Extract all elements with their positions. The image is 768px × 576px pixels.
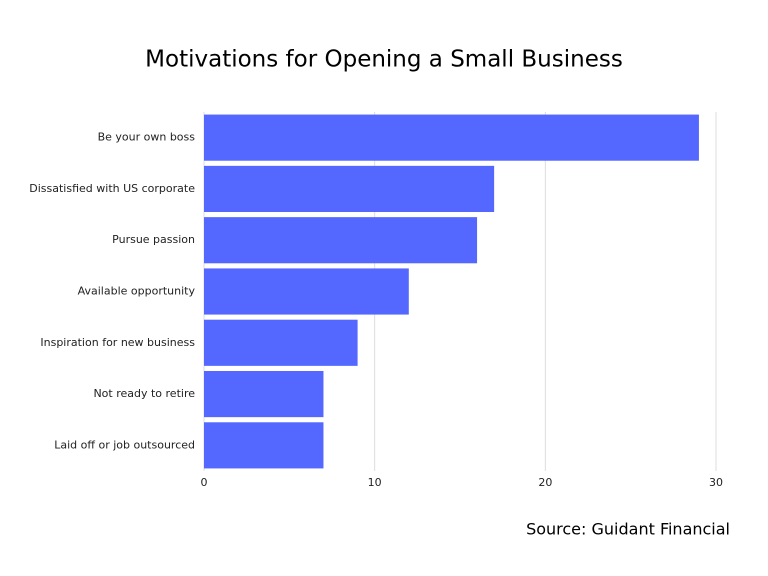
y-tick-label: Not ready to retire [93,387,195,400]
y-tick-label: Available opportunity [78,285,196,298]
bar [204,217,478,264]
x-tick-label: 20 [538,476,552,489]
bar [204,370,324,418]
bar [204,319,358,366]
y-tick-label: Dissatisfied with US corporate [29,182,195,195]
x-tick-label: 0 [201,476,208,489]
bar [204,114,699,161]
source-note: Source: Guidant Financial [526,520,730,539]
bar [204,165,495,213]
y-tick-label: Inspiration for new business [40,336,195,349]
x-tick-label: 10 [368,476,382,489]
y-tick-label: Pursue passion [112,233,195,246]
bar [204,268,409,315]
bar [204,422,324,469]
chart-title: Motivations for Opening a Small Business [145,47,623,73]
y-tick-label: Be your own boss [98,131,196,144]
y-tick-label: Laid off or job outsourced [54,438,195,451]
x-tick-label: 30 [709,476,723,489]
